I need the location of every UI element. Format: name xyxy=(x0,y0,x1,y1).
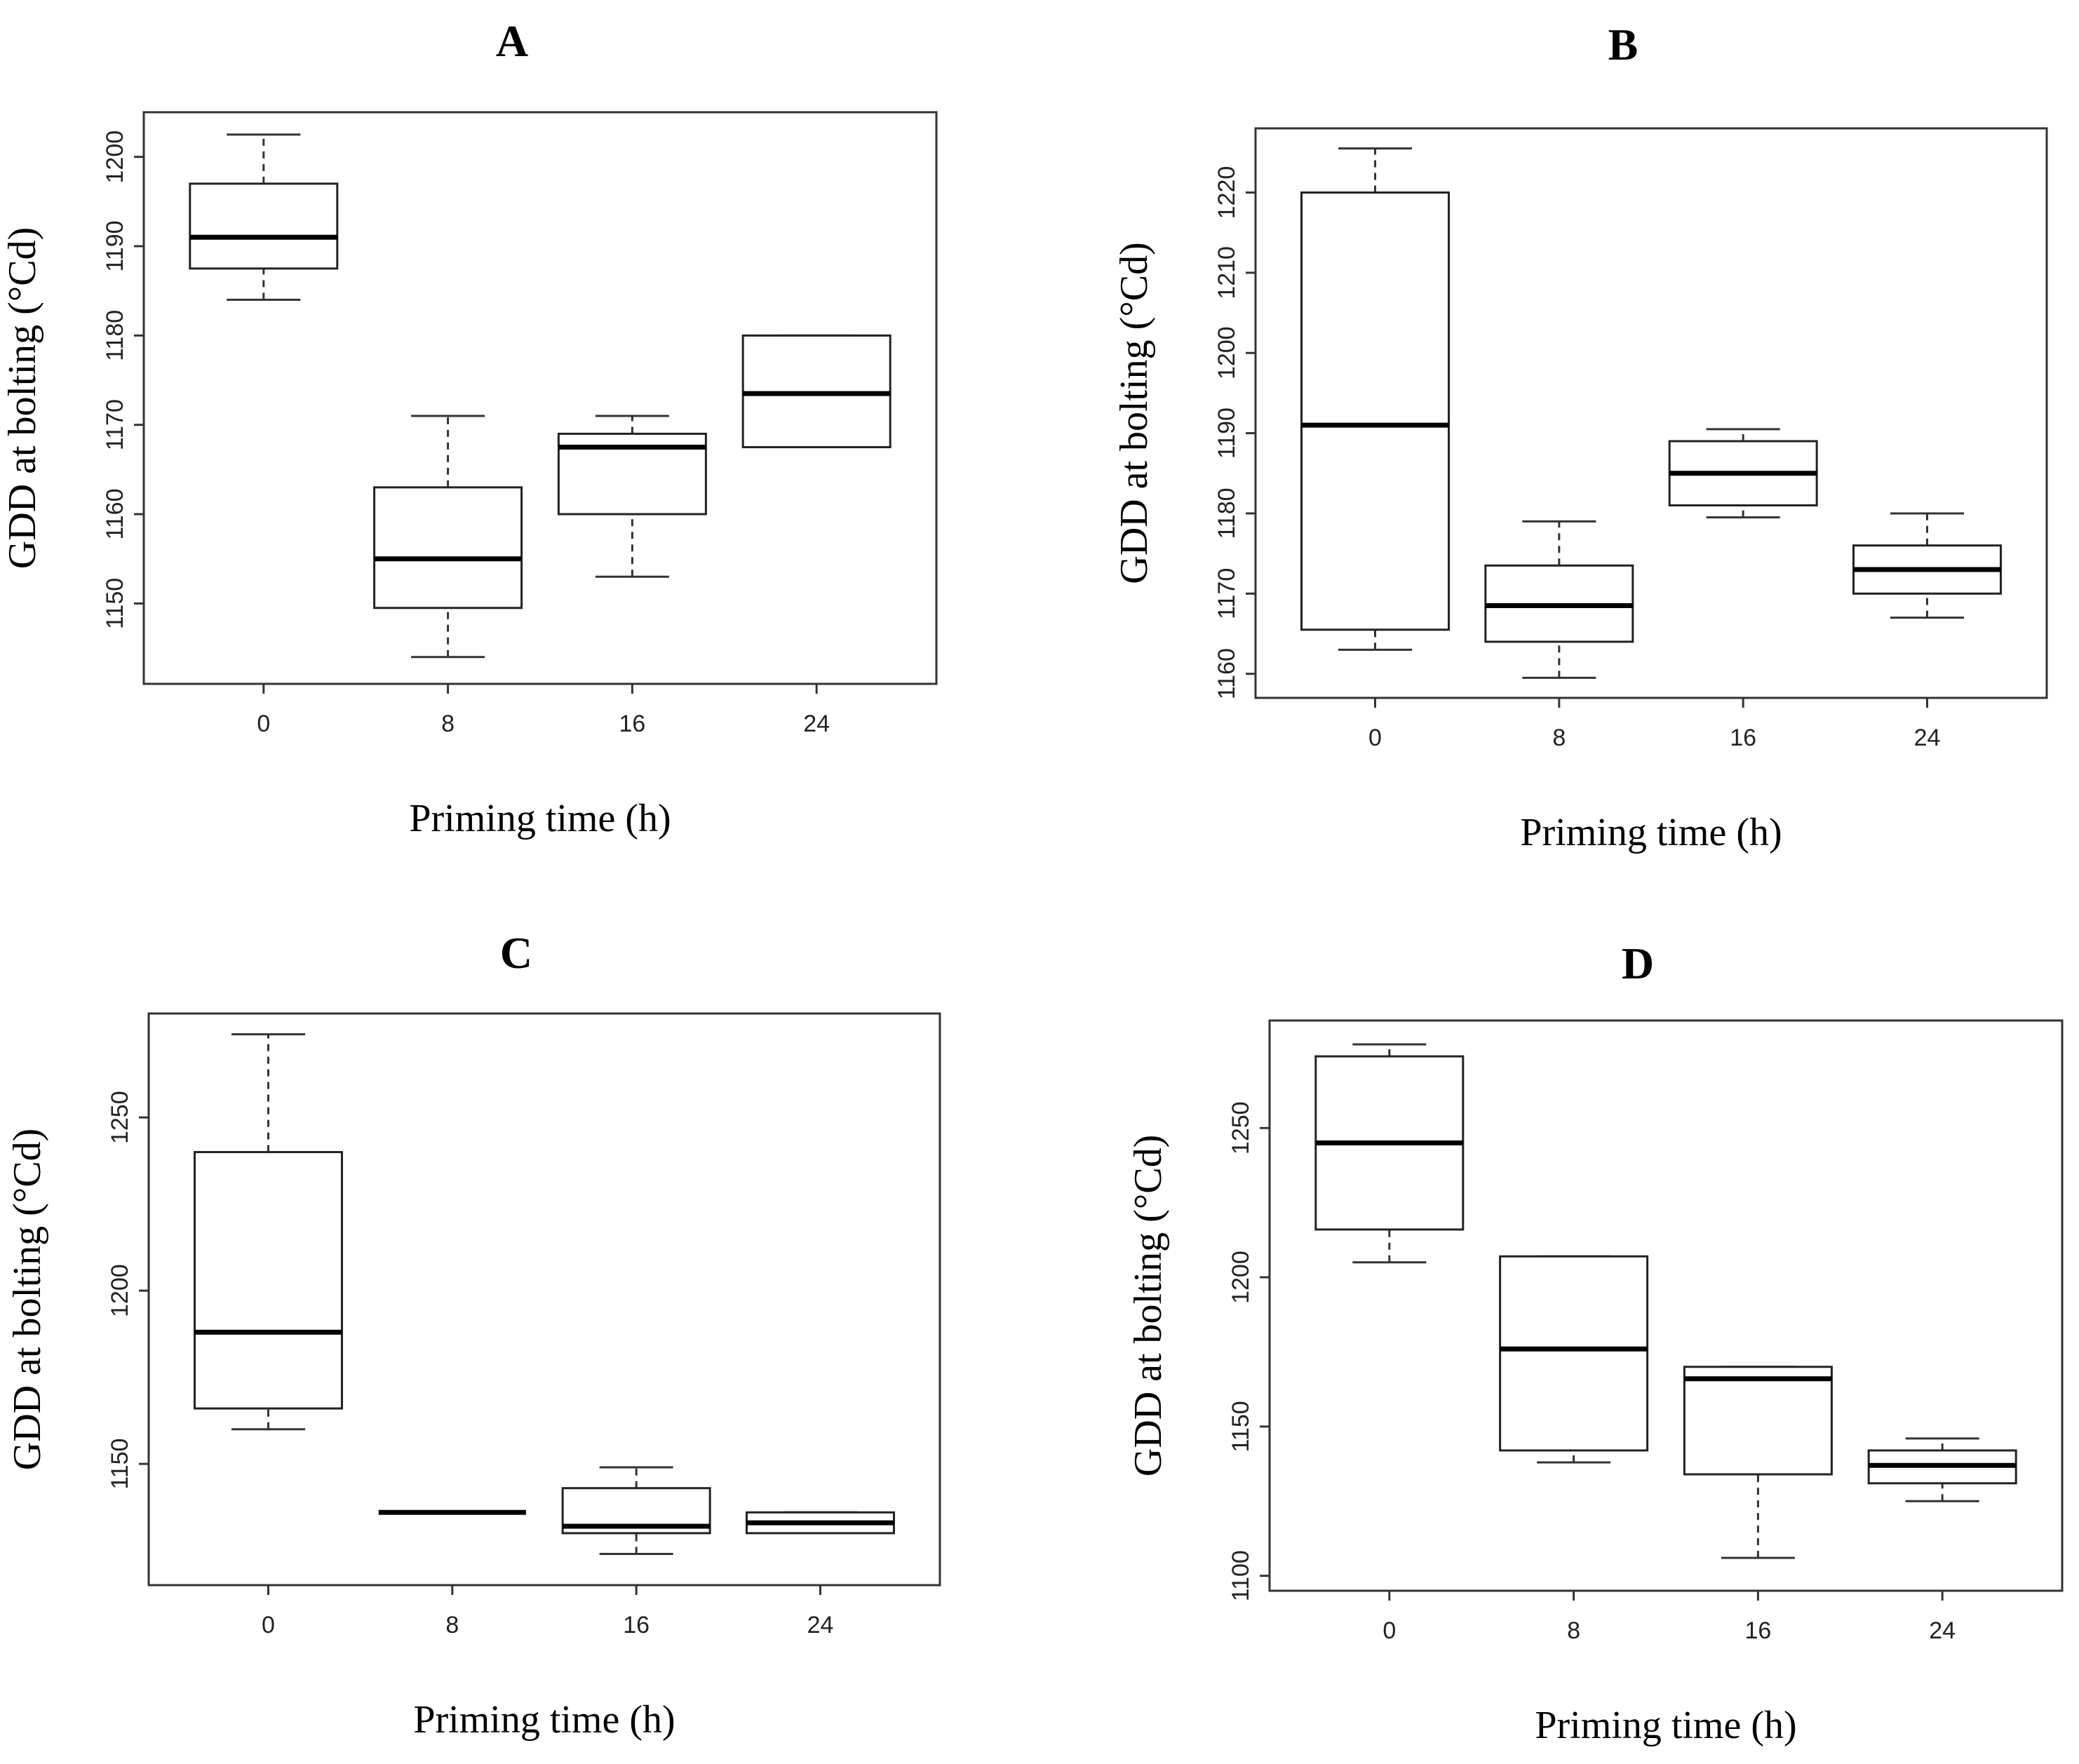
x-tick-label: 0 xyxy=(257,711,270,737)
box-0 xyxy=(194,1033,344,1431)
y-tick-label: 1150 xyxy=(1227,1401,1254,1452)
y-tick-label: 1200 xyxy=(102,130,128,184)
x-axis-title: Priming time (h) xyxy=(409,797,671,840)
x-tick-label: 8 xyxy=(441,711,455,737)
box-0 xyxy=(1300,147,1451,651)
box-16 xyxy=(1668,428,1818,519)
box-24 xyxy=(745,1511,895,1535)
panel-title: B xyxy=(1608,20,1639,69)
x-axis-title: Priming time (h) xyxy=(413,1698,675,1742)
box-16 xyxy=(557,415,707,578)
iqr-box xyxy=(373,486,523,610)
y-tick-label: 1150 xyxy=(107,1439,133,1490)
box-24 xyxy=(741,334,892,449)
box-8 xyxy=(373,415,523,659)
panel-title: D xyxy=(1622,938,1654,988)
y-tick-label: 1170 xyxy=(1213,568,1240,619)
box-0 xyxy=(1314,1043,1465,1264)
y-axis-title: GDD at bolting (°Cd) xyxy=(1,227,44,569)
y-tick-label: 1190 xyxy=(102,220,128,271)
y-tick-label: 1200 xyxy=(1227,1251,1254,1304)
x-tick-label: 16 xyxy=(1744,1617,1771,1644)
iqr-box xyxy=(194,1151,344,1410)
x-tick-label: 8 xyxy=(1552,725,1566,751)
x-tick-label: 8 xyxy=(445,1612,459,1638)
y-tick-label: 1180 xyxy=(102,310,128,361)
y-tick-label: 1200 xyxy=(107,1264,133,1317)
y-tick-label: 1150 xyxy=(102,578,128,629)
x-tick-label: 24 xyxy=(1929,1617,1956,1644)
box-24 xyxy=(1867,1437,2017,1502)
y-tick-label: 1210 xyxy=(1213,246,1240,299)
y-tick-label: 1160 xyxy=(1213,648,1240,699)
x-axis-title: Priming time (h) xyxy=(1535,1704,1796,1747)
box-0 xyxy=(189,133,339,301)
y-tick-label: 1250 xyxy=(107,1091,133,1144)
y-tick-label: 1200 xyxy=(1213,326,1240,379)
plot-frame xyxy=(142,111,938,685)
x-axis-title: Priming time (h) xyxy=(1520,811,1782,854)
x-tick-label: 8 xyxy=(1567,1617,1580,1644)
x-tick-label: 24 xyxy=(1914,725,1941,751)
panel-title: A xyxy=(496,16,528,66)
y-tick-label: 1190 xyxy=(1213,408,1240,459)
y-tick-label: 1250 xyxy=(1227,1101,1254,1154)
y-tick-label: 1100 xyxy=(1227,1550,1254,1601)
y-tick-label: 1180 xyxy=(1213,487,1240,539)
box-24 xyxy=(1852,512,2002,619)
x-tick-label: 0 xyxy=(262,1612,275,1638)
y-axis-title: GDD at bolting (°Cd) xyxy=(6,1129,49,1470)
x-tick-label: 24 xyxy=(807,1612,834,1638)
panel-title: C xyxy=(500,928,532,978)
plot-frame xyxy=(1268,1019,2064,1592)
box-16 xyxy=(1683,1366,1833,1559)
panel-D: D 1100 1150 1200 1250 0 8 16 24 Priming time (h) G… xyxy=(1126,938,2064,1747)
panel-A: A 1150 1160 1170 1180 1190 1200 0 8 16 24 Priming t… xyxy=(1,16,938,840)
y-axis-title: GDD at bolting (°Cd) xyxy=(1126,1135,1170,1476)
x-tick-label: 16 xyxy=(1730,725,1756,751)
iqr-box xyxy=(1499,1255,1649,1452)
x-tick-label: 0 xyxy=(1368,725,1382,751)
y-tick-label: 1220 xyxy=(1213,166,1240,220)
plot-frame xyxy=(1254,127,2048,699)
box-16 xyxy=(561,1466,711,1556)
y-tick-label: 1160 xyxy=(102,488,128,539)
x-tick-label: 16 xyxy=(619,711,645,737)
iqr-box xyxy=(1683,1366,1833,1476)
panel-C: C 1150 1200 1250 0 8 16 24 Priming time (h) GDD a… xyxy=(6,928,941,1742)
panel-B: B 1160 1170 1180 1190 1200 1210 1220 0 8 16 24 Primi… xyxy=(1112,20,2048,854)
box-8 xyxy=(1499,1255,1649,1464)
y-tick-label: 1170 xyxy=(102,399,128,450)
iqr-box xyxy=(1300,191,1451,631)
plot-frame xyxy=(147,1012,941,1587)
iqr-box xyxy=(189,182,339,270)
box-8 xyxy=(1484,520,1634,679)
x-tick-label: 0 xyxy=(1382,1617,1396,1644)
x-tick-label: 24 xyxy=(803,711,830,737)
y-axis-title: GDD at bolting (°Cd) xyxy=(1112,242,1156,584)
x-tick-label: 16 xyxy=(623,1612,650,1638)
